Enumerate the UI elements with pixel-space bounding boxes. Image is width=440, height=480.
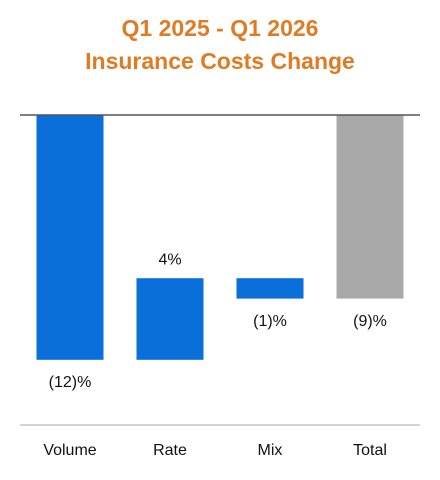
value-label: (1)%	[253, 313, 287, 330]
value-label: (9)%	[353, 313, 387, 330]
chart-title: Q1 2025 - Q1 2026	[122, 15, 319, 41]
value-label: 4%	[158, 251, 181, 268]
bar	[336, 115, 404, 299]
bar	[236, 278, 304, 299]
x-tick-label: Volume	[43, 442, 96, 459]
bar	[36, 115, 104, 360]
x-tick-label: Total	[353, 442, 387, 459]
value-label: (12)%	[49, 374, 92, 391]
x-tick-label: Mix	[258, 442, 283, 459]
bar	[136, 278, 204, 360]
x-tick-label: Rate	[153, 442, 187, 459]
chart-subtitle: Insurance Costs Change	[85, 48, 355, 74]
